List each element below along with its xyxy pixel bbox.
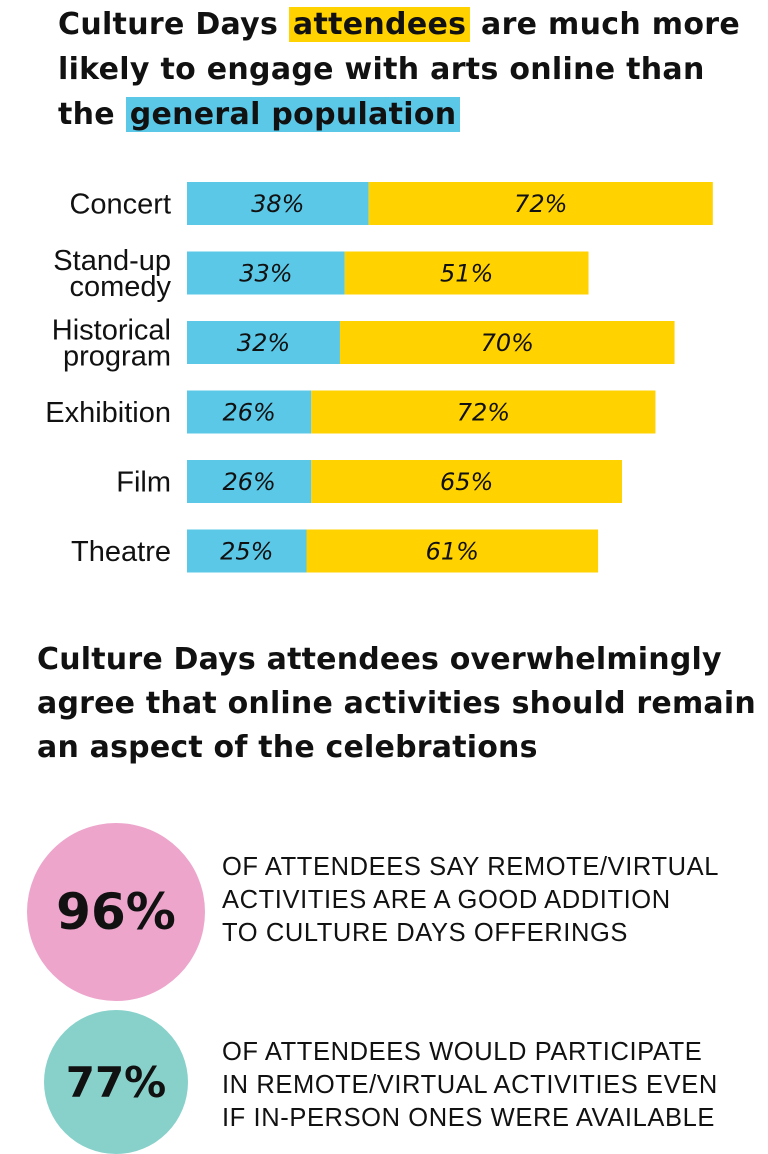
bar-general-population: [187, 390, 312, 434]
category-label: Theatre: [71, 536, 171, 568]
data-label: 38%: [251, 190, 304, 218]
bar-attendees: [339, 321, 675, 364]
bar-attendees: [344, 251, 589, 295]
bar-general-population: [187, 460, 312, 503]
bar-attendees: [306, 529, 599, 573]
category-label: Historical: [52, 315, 171, 347]
category-label: program: [63, 341, 171, 373]
bar-general-population: [187, 251, 345, 295]
headline-part-2: are much more likely to engage with arts…: [58, 7, 740, 132]
stat-line: ACTIVITIES ARE A GOOD ADDITION: [222, 886, 671, 914]
highlight-attendees: attendees: [288, 7, 471, 42]
bar-attendees: [368, 182, 713, 225]
data-label: 61%: [426, 538, 479, 566]
stat-line: TO CULTURE DAYS OFFERINGS: [222, 919, 629, 947]
data-label: 33%: [239, 260, 292, 288]
stat-value-77: 77%: [65, 1057, 167, 1107]
stat-description-77: OF ATTENDEES WOULD PARTICIPATE IN REMOTE…: [222, 1036, 752, 1135]
headline-online-agreement: Culture Days attendees overwhelmingly ag…: [37, 642, 756, 765]
data-label: 51%: [440, 260, 493, 288]
data-label: 32%: [237, 329, 290, 357]
bar-attendees: [311, 390, 656, 434]
bar-general-population: [187, 182, 369, 225]
data-label: 26%: [222, 468, 275, 496]
data-label: 25%: [220, 538, 273, 566]
data-label: 72%: [514, 190, 567, 218]
stat-value-96: 96%: [56, 883, 176, 941]
stat-line: OF ATTENDEES WOULD PARTICIPATE: [222, 1038, 703, 1066]
bar-general-population: [187, 321, 340, 364]
category-label: Stand-up: [53, 245, 171, 277]
category-label: Concert: [69, 189, 171, 221]
stat-line: OF ATTENDEES SAY REMOTE/VIRTUAL: [222, 853, 720, 881]
stat-line: IF IN-PERSON ONES WERE AVAILABLE: [222, 1104, 715, 1132]
stat-description-96: OF ATTENDEES SAY REMOTE/VIRTUAL ACTIVITI…: [222, 851, 752, 950]
highlight-general-population: general population: [125, 97, 461, 132]
stat-circle-96: 96%: [27, 823, 205, 1001]
data-label: 26%: [222, 399, 275, 427]
category-label: comedy: [69, 271, 171, 303]
data-label: 72%: [457, 399, 510, 427]
data-label: 70%: [481, 329, 534, 357]
headline-part-1: Culture Days: [58, 7, 289, 42]
bar-attendees: [311, 460, 622, 503]
headline-engagement: Culture Days attendees are much more lik…: [58, 2, 758, 137]
stat-line: IN REMOTE/VIRTUAL ACTIVITIES EVEN: [222, 1071, 718, 1099]
category-label: Film: [116, 467, 171, 499]
category-label: Exhibition: [45, 397, 171, 429]
bar-general-population: [187, 529, 307, 573]
data-label: 65%: [440, 468, 493, 496]
stat-circle-77: 77%: [44, 1010, 188, 1154]
